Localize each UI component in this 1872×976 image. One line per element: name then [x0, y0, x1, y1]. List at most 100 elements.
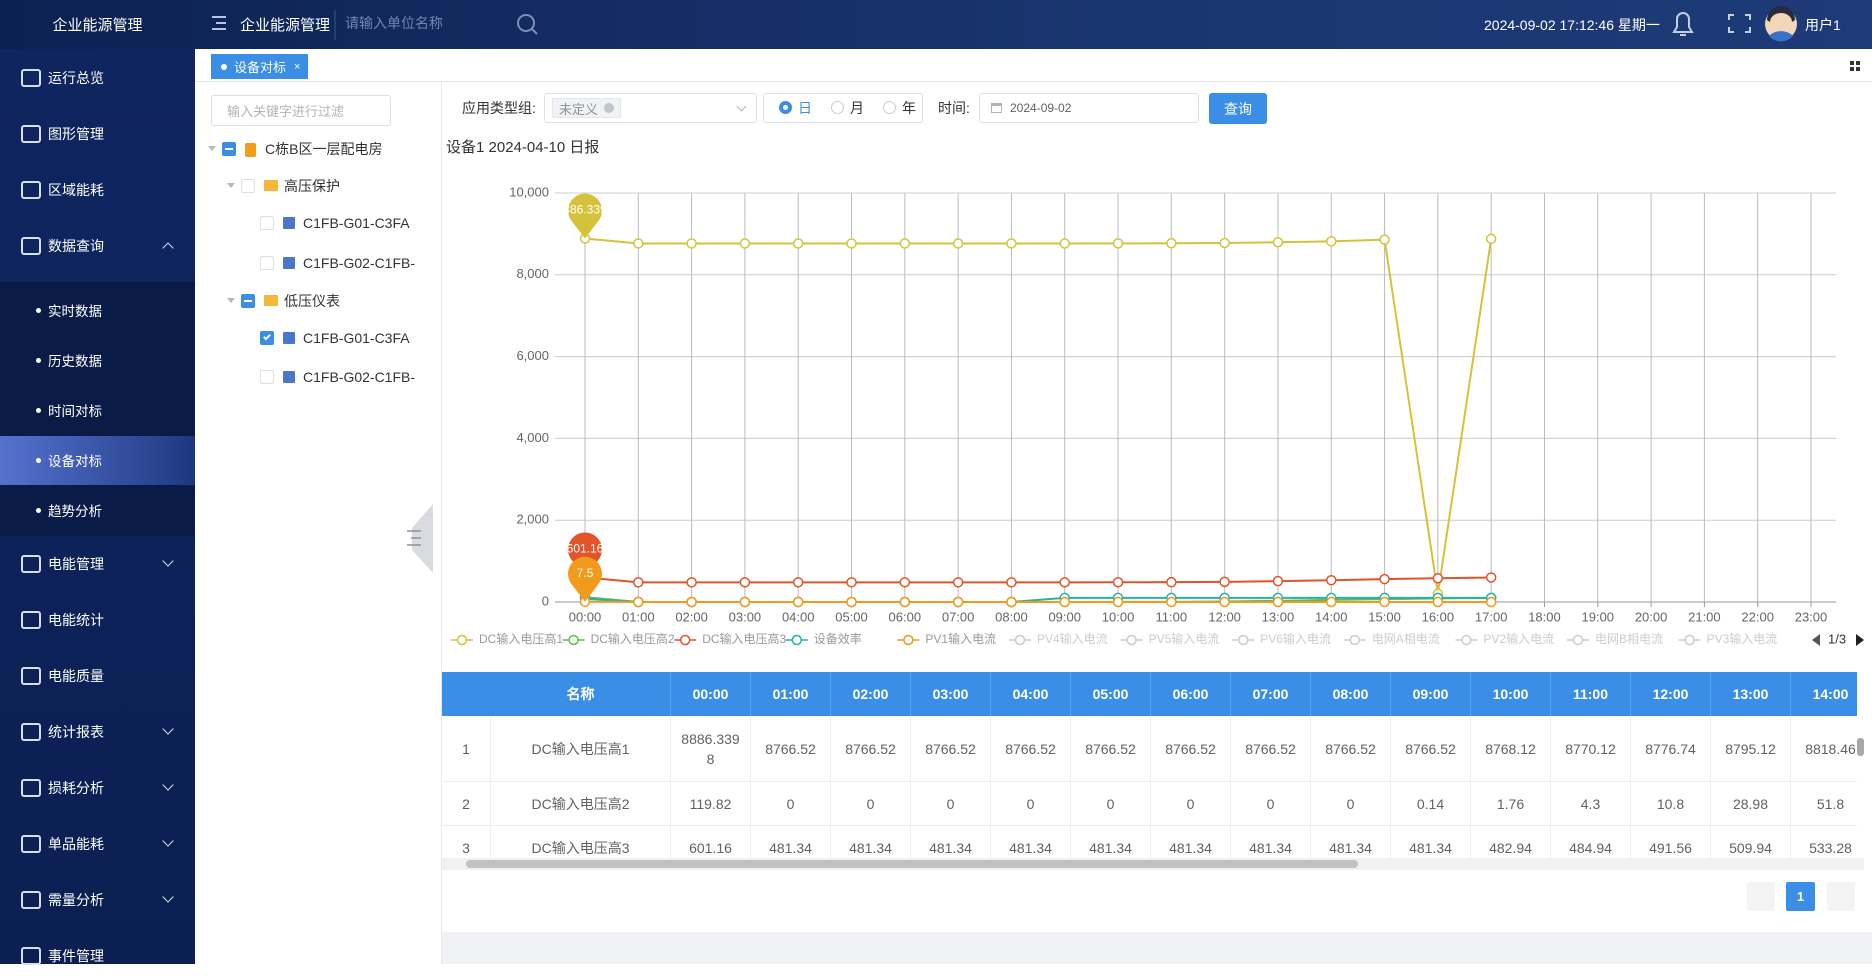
- period-radio[interactable]: [779, 101, 792, 114]
- submenu-item[interactable]: 实时数据: [48, 290, 102, 330]
- table-cell: 0.14: [1391, 782, 1471, 826]
- submenu-item[interactable]: 趋势分析: [48, 490, 102, 530]
- tree-filter[interactable]: 输入关键字进行过滤: [211, 95, 391, 126]
- legend-item-inactive[interactable]: PV3输入电流: [1707, 631, 1778, 646]
- table-header-cell: 09:00: [1391, 672, 1471, 716]
- menu-icon: [21, 779, 41, 797]
- data-point: [1167, 578, 1176, 587]
- menu-item[interactable]: 图形管理: [48, 114, 104, 154]
- menu-item[interactable]: 事件管理: [48, 936, 104, 976]
- submenu-item[interactable]: 设备对标: [48, 440, 102, 480]
- tree-label[interactable]: C1FB-G02-C1FB-: [303, 251, 415, 275]
- data-point: [954, 598, 963, 607]
- type-tag-clear[interactable]: [604, 103, 614, 113]
- h-scroll-thumb[interactable]: [466, 860, 1358, 868]
- tree-label[interactable]: C1FB-G01-C3FA: [303, 326, 410, 350]
- x-tick-label: 12:00: [1208, 609, 1241, 624]
- legend-item[interactable]: 设备效率: [814, 631, 862, 646]
- tree-icon: [283, 257, 295, 269]
- date-input[interactable]: 2024-09-02: [979, 93, 1199, 123]
- legend-prev[interactable]: [1812, 634, 1820, 646]
- date-value: 2024-09-02: [1010, 101, 1071, 115]
- menu-item[interactable]: 运行总览: [48, 58, 104, 98]
- tree-label[interactable]: C1FB-G01-C3FA: [303, 211, 410, 235]
- legend-item-inactive[interactable]: PV4输入电流: [1037, 631, 1108, 646]
- page-prev[interactable]: [1747, 882, 1775, 911]
- menu-item[interactable]: 电能质量: [48, 656, 104, 696]
- page-current[interactable]: 1: [1786, 882, 1815, 911]
- menu-item[interactable]: 损耗分析: [48, 768, 104, 808]
- data-point: [740, 598, 749, 607]
- menu-icon: [21, 667, 41, 685]
- tree-label[interactable]: 高压保护: [284, 174, 340, 198]
- page-next[interactable]: [1827, 882, 1855, 911]
- data-point: [1007, 578, 1016, 587]
- tab-dot: [221, 64, 227, 70]
- table-cell: 509.94: [1711, 826, 1791, 858]
- table-cell: 0: [911, 782, 991, 826]
- tree-label[interactable]: 低压仪表: [284, 289, 340, 313]
- tree-label[interactable]: C1FB-G02-C1FB-: [303, 365, 415, 389]
- tree-checkbox[interactable]: [260, 216, 274, 230]
- tree-arrow: [227, 298, 235, 303]
- user-name[interactable]: 用户1: [1805, 0, 1841, 49]
- table-cell: 481.34: [991, 826, 1071, 858]
- query-button[interactable]: 查询: [1209, 93, 1267, 124]
- table-cell: 8766.52: [831, 716, 911, 782]
- legend-item[interactable]: PV1输入电流: [925, 631, 996, 646]
- submenu-item[interactable]: 历史数据: [48, 340, 102, 380]
- legend-item-inactive[interactable]: PV2输入电流: [1483, 631, 1554, 646]
- data-point: [847, 578, 856, 587]
- x-tick-label: 10:00: [1102, 609, 1135, 624]
- period-label[interactable]: 年: [902, 93, 916, 123]
- menu-item[interactable]: 区域能耗: [48, 170, 104, 210]
- legend-item-inactive[interactable]: 电网A相电流: [1372, 632, 1440, 646]
- legend-next[interactable]: [1856, 634, 1864, 646]
- tree-checkbox[interactable]: [241, 294, 255, 308]
- tree-label[interactable]: C栋B区一层配电房: [265, 137, 382, 161]
- period-radio[interactable]: [883, 101, 896, 114]
- tab[interactable]: 设备对标×: [211, 54, 308, 79]
- tree-checkbox[interactable]: [260, 331, 274, 345]
- tree-checkbox[interactable]: [241, 179, 255, 193]
- menu-item[interactable]: 统计报表: [48, 712, 104, 752]
- menu-item[interactable]: 数据查询: [48, 226, 104, 266]
- calendar-icon: [991, 103, 1002, 113]
- legend-item-inactive-icon-dot: [1239, 636, 1248, 645]
- x-tick-label: 03:00: [729, 609, 762, 624]
- menu-item[interactable]: 单品能耗: [48, 824, 104, 864]
- menu-item[interactable]: 电能统计: [48, 600, 104, 640]
- table-cell: 1: [442, 716, 491, 782]
- x-tick-label: 06:00: [889, 609, 922, 624]
- x-tick-label: 22:00: [1741, 609, 1774, 624]
- x-tick-label: 13:00: [1262, 609, 1295, 624]
- tree-checkbox[interactable]: [222, 142, 236, 156]
- tree-checkbox[interactable]: [260, 256, 274, 270]
- submenu-dot: [36, 458, 41, 463]
- legend-item-inactive[interactable]: PV6输入电流: [1260, 631, 1331, 646]
- tree-icon: [245, 143, 256, 157]
- search-input[interactable]: 请输入单位名称: [345, 0, 443, 45]
- x-tick-label: 14:00: [1315, 609, 1348, 624]
- legend-page: 1/3: [1828, 631, 1846, 646]
- menu-item[interactable]: 需量分析: [48, 880, 104, 920]
- table-cell: 484.94: [1551, 826, 1631, 858]
- x-tick-label: 04:00: [782, 609, 815, 624]
- legend-item[interactable]: DC输入电压高1: [479, 631, 563, 646]
- x-tick-label: 11:00: [1156, 609, 1188, 624]
- legend-item[interactable]: DC输入电压高2: [591, 631, 675, 646]
- table-cell: 8776.74: [1631, 716, 1711, 782]
- legend-item[interactable]: DC输入电压高3: [702, 631, 786, 646]
- legend-item-inactive[interactable]: PV5输入电流: [1149, 631, 1220, 646]
- tree-icon: [283, 332, 295, 344]
- type-select[interactable]: 未定义: [544, 93, 757, 123]
- tree-checkbox[interactable]: [260, 370, 274, 384]
- menu-icon: [21, 69, 41, 87]
- period-label[interactable]: 月: [850, 93, 864, 123]
- menu-item[interactable]: 电能管理: [48, 544, 104, 584]
- legend-item-inactive[interactable]: 电网B相电流: [1595, 632, 1663, 646]
- period-label[interactable]: 日: [798, 93, 812, 123]
- submenu-item[interactable]: 时间对标: [48, 390, 102, 430]
- period-radio[interactable]: [831, 101, 844, 114]
- table-cell: 481.34: [831, 826, 911, 858]
